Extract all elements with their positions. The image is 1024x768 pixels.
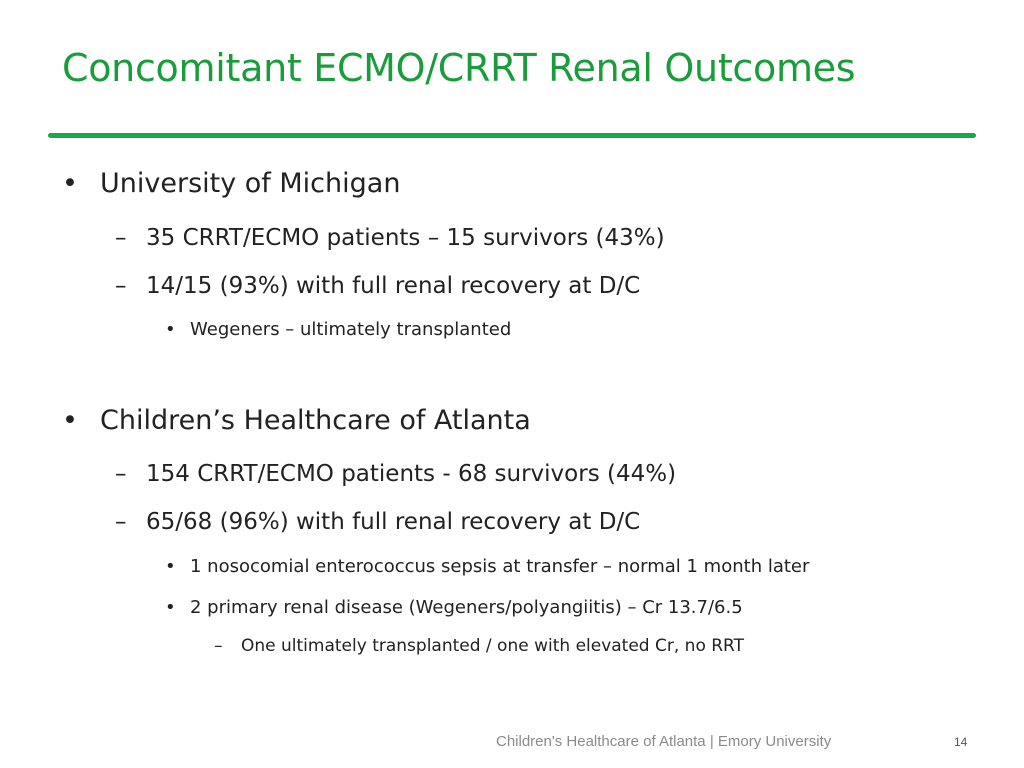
subpoint-atlanta-renal-disease: 2 primary renal disease (Wegeners/polyan… [190,597,743,618]
subpoint-atlanta-sepsis: 1 nosocomial enterococcus sepsis at tran… [190,556,810,577]
dash-icon: – [115,225,127,251]
subsubpoint-atlanta-outcome: One ultimately transplanted / one with e… [241,636,745,656]
dash-icon: – [115,509,127,535]
title-divider [48,133,976,138]
page-number: 14 [954,735,968,749]
point-atlanta-recovery: 65/68 (96%) with full renal recovery at … [146,509,641,535]
dash-icon: – [214,636,223,656]
section-heading-michigan: University of Michigan [100,168,401,199]
bullet-icon: • [165,556,176,577]
footer-text: Children's Healthcare of Atlanta | Emory… [496,733,832,750]
dash-icon: – [115,461,127,487]
dash-icon: – [115,273,127,299]
point-michigan-patients: 35 CRRT/ECMO patients – 15 survivors (43… [146,225,665,251]
point-atlanta-patients: 154 CRRT/ECMO patients - 68 survivors (4… [146,461,677,487]
bullet-icon: • [165,597,176,618]
subpoint-michigan-wegeners: Wegeners – ultimately transplanted [190,319,512,340]
bullet-icon: • [62,168,78,199]
slide-title: Concomitant ECMO/CRRT Renal Outcomes [62,46,856,90]
bullet-icon: • [165,319,176,340]
point-michigan-recovery: 14/15 (93%) with full renal recovery at … [146,273,641,299]
bullet-icon: • [62,405,78,436]
section-heading-atlanta: Children’s Healthcare of Atlanta [100,405,531,436]
